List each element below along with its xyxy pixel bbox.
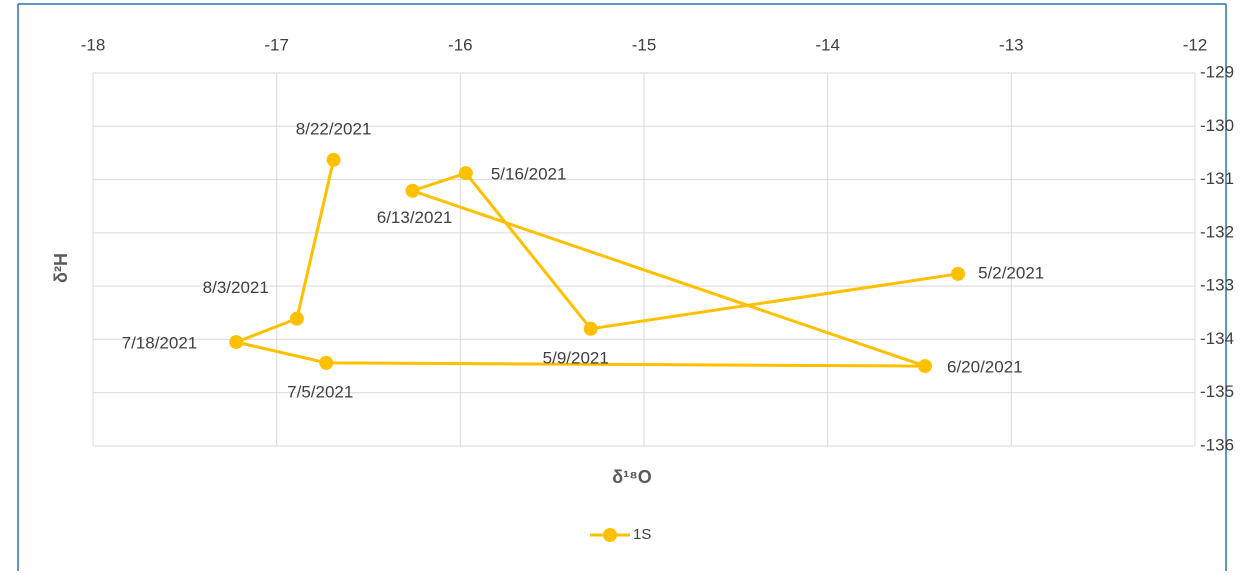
point [951, 266, 966, 281]
point [229, 335, 244, 350]
y-tick-label: -134 [1200, 329, 1234, 348]
point-label: 6/20/2021 [947, 358, 1023, 377]
point-label: 8/3/2021 [203, 278, 269, 297]
point [583, 321, 598, 336]
point [289, 311, 304, 326]
x-tick-label: -12 [1183, 35, 1208, 54]
x-tick-label: -17 [264, 35, 289, 54]
point [458, 166, 473, 181]
x-tick-label: -14 [815, 35, 840, 54]
point-label: 7/18/2021 [122, 334, 198, 353]
legend-label: 1S [633, 526, 651, 543]
y-axis-label: δ²H [51, 253, 71, 283]
point [405, 183, 420, 198]
y-tick-label: -136 [1200, 435, 1234, 454]
x-tick-label: -18 [81, 35, 106, 54]
y-tick-label: -133 [1200, 276, 1234, 295]
point-label: 8/22/2021 [296, 119, 372, 138]
series-line [231, 159, 959, 368]
x-tick-label: -16 [448, 35, 473, 54]
point [326, 152, 341, 167]
y-tick-label: -130 [1200, 116, 1234, 135]
point [918, 359, 933, 374]
point-label: 5/16/2021 [491, 165, 567, 184]
x-tick-label: -15 [632, 35, 657, 54]
point-label: 7/5/2021 [287, 382, 353, 401]
y-tick-label: -135 [1200, 382, 1234, 401]
legend-marker [603, 528, 617, 542]
point-label: 5/9/2021 [543, 348, 609, 367]
y-tick-label: -132 [1200, 222, 1234, 241]
y-tick-label: -131 [1200, 169, 1234, 188]
point-label: 6/13/2021 [377, 208, 453, 227]
x-tick-label: -13 [999, 35, 1024, 54]
point [319, 355, 334, 370]
y-tick-label: -129 [1200, 62, 1234, 81]
x-axis-label: δ¹⁸O [612, 467, 651, 487]
point-label: 5/2/2021 [978, 263, 1044, 282]
